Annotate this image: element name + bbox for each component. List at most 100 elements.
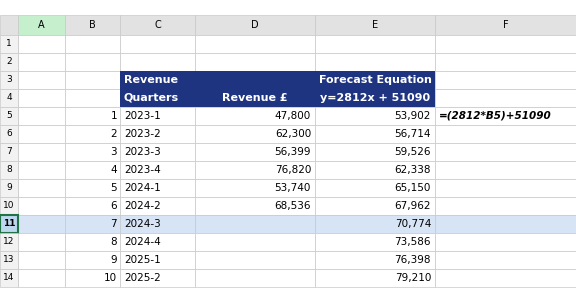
Text: C: C [154,20,161,30]
Text: 56,714: 56,714 [395,129,431,139]
Bar [65,89,120,107]
Bar [120,53,195,71]
Text: 7: 7 [111,219,117,229]
Bar [195,233,315,251]
Text: 70,774: 70,774 [395,219,431,229]
Text: 59,526: 59,526 [395,147,431,157]
Bar [435,107,576,125]
Bar [18,233,65,251]
Text: 2023-1: 2023-1 [124,111,161,121]
Bar [195,89,315,107]
Text: 11: 11 [3,219,15,228]
Text: 9: 9 [111,255,117,265]
Bar [435,89,576,107]
Text: Forecast Equation: Forecast Equation [319,75,431,85]
Text: 53,902: 53,902 [395,111,431,121]
Text: 3: 3 [111,147,117,157]
Bar [120,269,195,287]
Bar [315,89,435,107]
Bar [435,35,576,53]
Text: D: D [251,20,259,30]
Bar [195,15,315,35]
Bar [315,35,435,53]
Text: B: B [89,20,96,30]
Text: =(2812*B5)+51090: =(2812*B5)+51090 [439,111,552,121]
Bar [435,197,576,215]
Text: Revenue £: Revenue £ [222,93,288,103]
Bar [120,179,195,197]
Text: Revenue: Revenue [124,75,178,85]
Bar [435,251,576,269]
Text: 2025-2: 2025-2 [124,273,161,283]
Text: 73,586: 73,586 [395,237,431,247]
Bar [18,161,65,179]
Text: 79,210: 79,210 [395,273,431,283]
Bar [18,179,65,197]
Text: 67,962: 67,962 [395,201,431,211]
Text: 56,399: 56,399 [275,147,311,157]
Bar [65,161,120,179]
Bar [195,197,315,215]
Bar [65,143,120,161]
Bar [18,89,65,107]
Bar [195,125,315,143]
Text: 12: 12 [3,238,14,247]
Bar [65,269,120,287]
Text: 68,536: 68,536 [275,201,311,211]
Text: 2024-2: 2024-2 [124,201,161,211]
Text: 65,150: 65,150 [395,183,431,193]
Bar [0,35,18,53]
Bar [18,197,65,215]
Bar [435,53,576,71]
Text: 2023-3: 2023-3 [124,147,161,157]
Text: 9: 9 [6,184,12,192]
Bar [435,71,576,89]
Bar [120,215,195,233]
Bar [18,107,65,125]
Bar [435,233,576,251]
Bar [0,107,18,125]
Text: Quarters: Quarters [124,93,179,103]
Bar [0,215,18,233]
Bar [435,269,576,287]
Bar [195,53,315,71]
Text: 10: 10 [3,201,15,211]
Bar [0,15,18,35]
Bar [0,179,18,197]
Bar [120,15,195,35]
Bar [120,107,195,125]
Bar [315,53,435,71]
Text: 8: 8 [6,165,12,175]
Text: 7: 7 [6,148,12,157]
Text: 4: 4 [6,94,12,102]
Bar [0,251,18,269]
Bar [120,71,195,89]
Text: 5: 5 [111,183,117,193]
Text: 4: 4 [111,165,117,175]
Bar [315,15,435,35]
Text: 10: 10 [104,273,117,283]
Bar [315,161,435,179]
Bar [65,197,120,215]
Text: 2: 2 [111,129,117,139]
Bar [435,215,576,233]
Bar [315,71,435,89]
Text: 14: 14 [3,274,14,282]
Text: 2023-2: 2023-2 [124,129,161,139]
Bar [65,107,120,125]
Bar [120,35,195,53]
Bar [435,15,576,35]
Bar [195,143,315,161]
Text: 3: 3 [6,75,12,85]
Bar [18,143,65,161]
Text: 6: 6 [111,201,117,211]
Bar [0,71,18,89]
Bar [195,107,315,125]
Bar [18,71,65,89]
Bar [0,161,18,179]
Bar [0,143,18,161]
Bar [18,251,65,269]
Text: 2: 2 [6,58,12,67]
Bar [315,107,435,125]
Bar [120,197,195,215]
